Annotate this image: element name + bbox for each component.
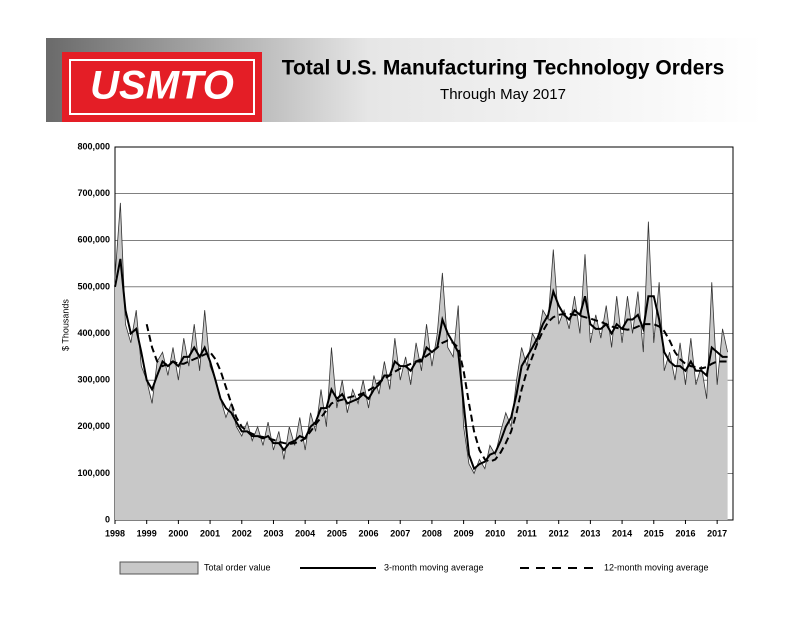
x-tick-label: 2004 bbox=[295, 528, 315, 538]
logo-box bbox=[62, 52, 262, 122]
plot: 0 100,000 200,000 300,000 400,000 500,000 600,… bbox=[77, 141, 733, 538]
x-tick-label: 1998 bbox=[105, 528, 125, 538]
x-tick-label: 1999 bbox=[137, 528, 157, 538]
y-tick-label: 0 bbox=[105, 514, 110, 524]
y-tick-label: 400,000 bbox=[77, 328, 110, 338]
x-tick-label: 2014 bbox=[612, 528, 632, 538]
y-tick-label: 700,000 bbox=[77, 188, 110, 198]
legend-label: 3-month moving average bbox=[384, 562, 484, 572]
x-tick-label: 2015 bbox=[644, 528, 664, 538]
y-tick-label: 100,000 bbox=[77, 468, 110, 478]
chart-subtitle: Through May 2017 bbox=[440, 86, 566, 103]
y-tick-label: 800,000 bbox=[77, 141, 110, 151]
x-tick-label: 2003 bbox=[263, 528, 283, 538]
x-tick-label: 2006 bbox=[359, 528, 379, 538]
y-tick-label: 500,000 bbox=[77, 281, 110, 291]
y-axis-label: $ Thousands bbox=[60, 299, 70, 351]
x-tick-label: 2011 bbox=[517, 528, 537, 538]
series-line bbox=[145, 312, 728, 463]
logo-frame bbox=[69, 59, 255, 115]
x-tick-label: 2013 bbox=[580, 528, 600, 538]
legend-swatch bbox=[119, 561, 199, 575]
legend: Total order value 3-month moving average 1… bbox=[119, 561, 709, 575]
x-tick-label: 2000 bbox=[168, 528, 188, 538]
chart-title: Total U.S. Manufacturing Technology Orde… bbox=[282, 57, 725, 80]
legend-label: Total order value bbox=[204, 562, 271, 572]
x-tick-label: 2010 bbox=[485, 528, 505, 538]
y-tick-label: 200,000 bbox=[77, 421, 110, 431]
x-tick-label: 2007 bbox=[390, 528, 410, 538]
x-tick-label: 2012 bbox=[549, 528, 569, 538]
y-tick-label: 300,000 bbox=[77, 375, 110, 385]
x-tick-label: 2005 bbox=[327, 528, 347, 538]
x-tick-label: 2017 bbox=[707, 528, 727, 538]
x-tick-label: 2002 bbox=[232, 528, 252, 538]
series-line bbox=[114, 258, 728, 471]
x-tick-label: 2016 bbox=[675, 528, 695, 538]
legend-label: 12-month moving average bbox=[604, 562, 709, 572]
x-tick-label: 2001 bbox=[200, 528, 220, 538]
y-tick-label: 600,000 bbox=[77, 235, 110, 245]
x-tick-label: 2008 bbox=[422, 528, 442, 538]
logo-text: USMTO bbox=[90, 64, 234, 108]
area bbox=[115, 202, 728, 520]
x-tick-label: 2009 bbox=[454, 528, 474, 538]
